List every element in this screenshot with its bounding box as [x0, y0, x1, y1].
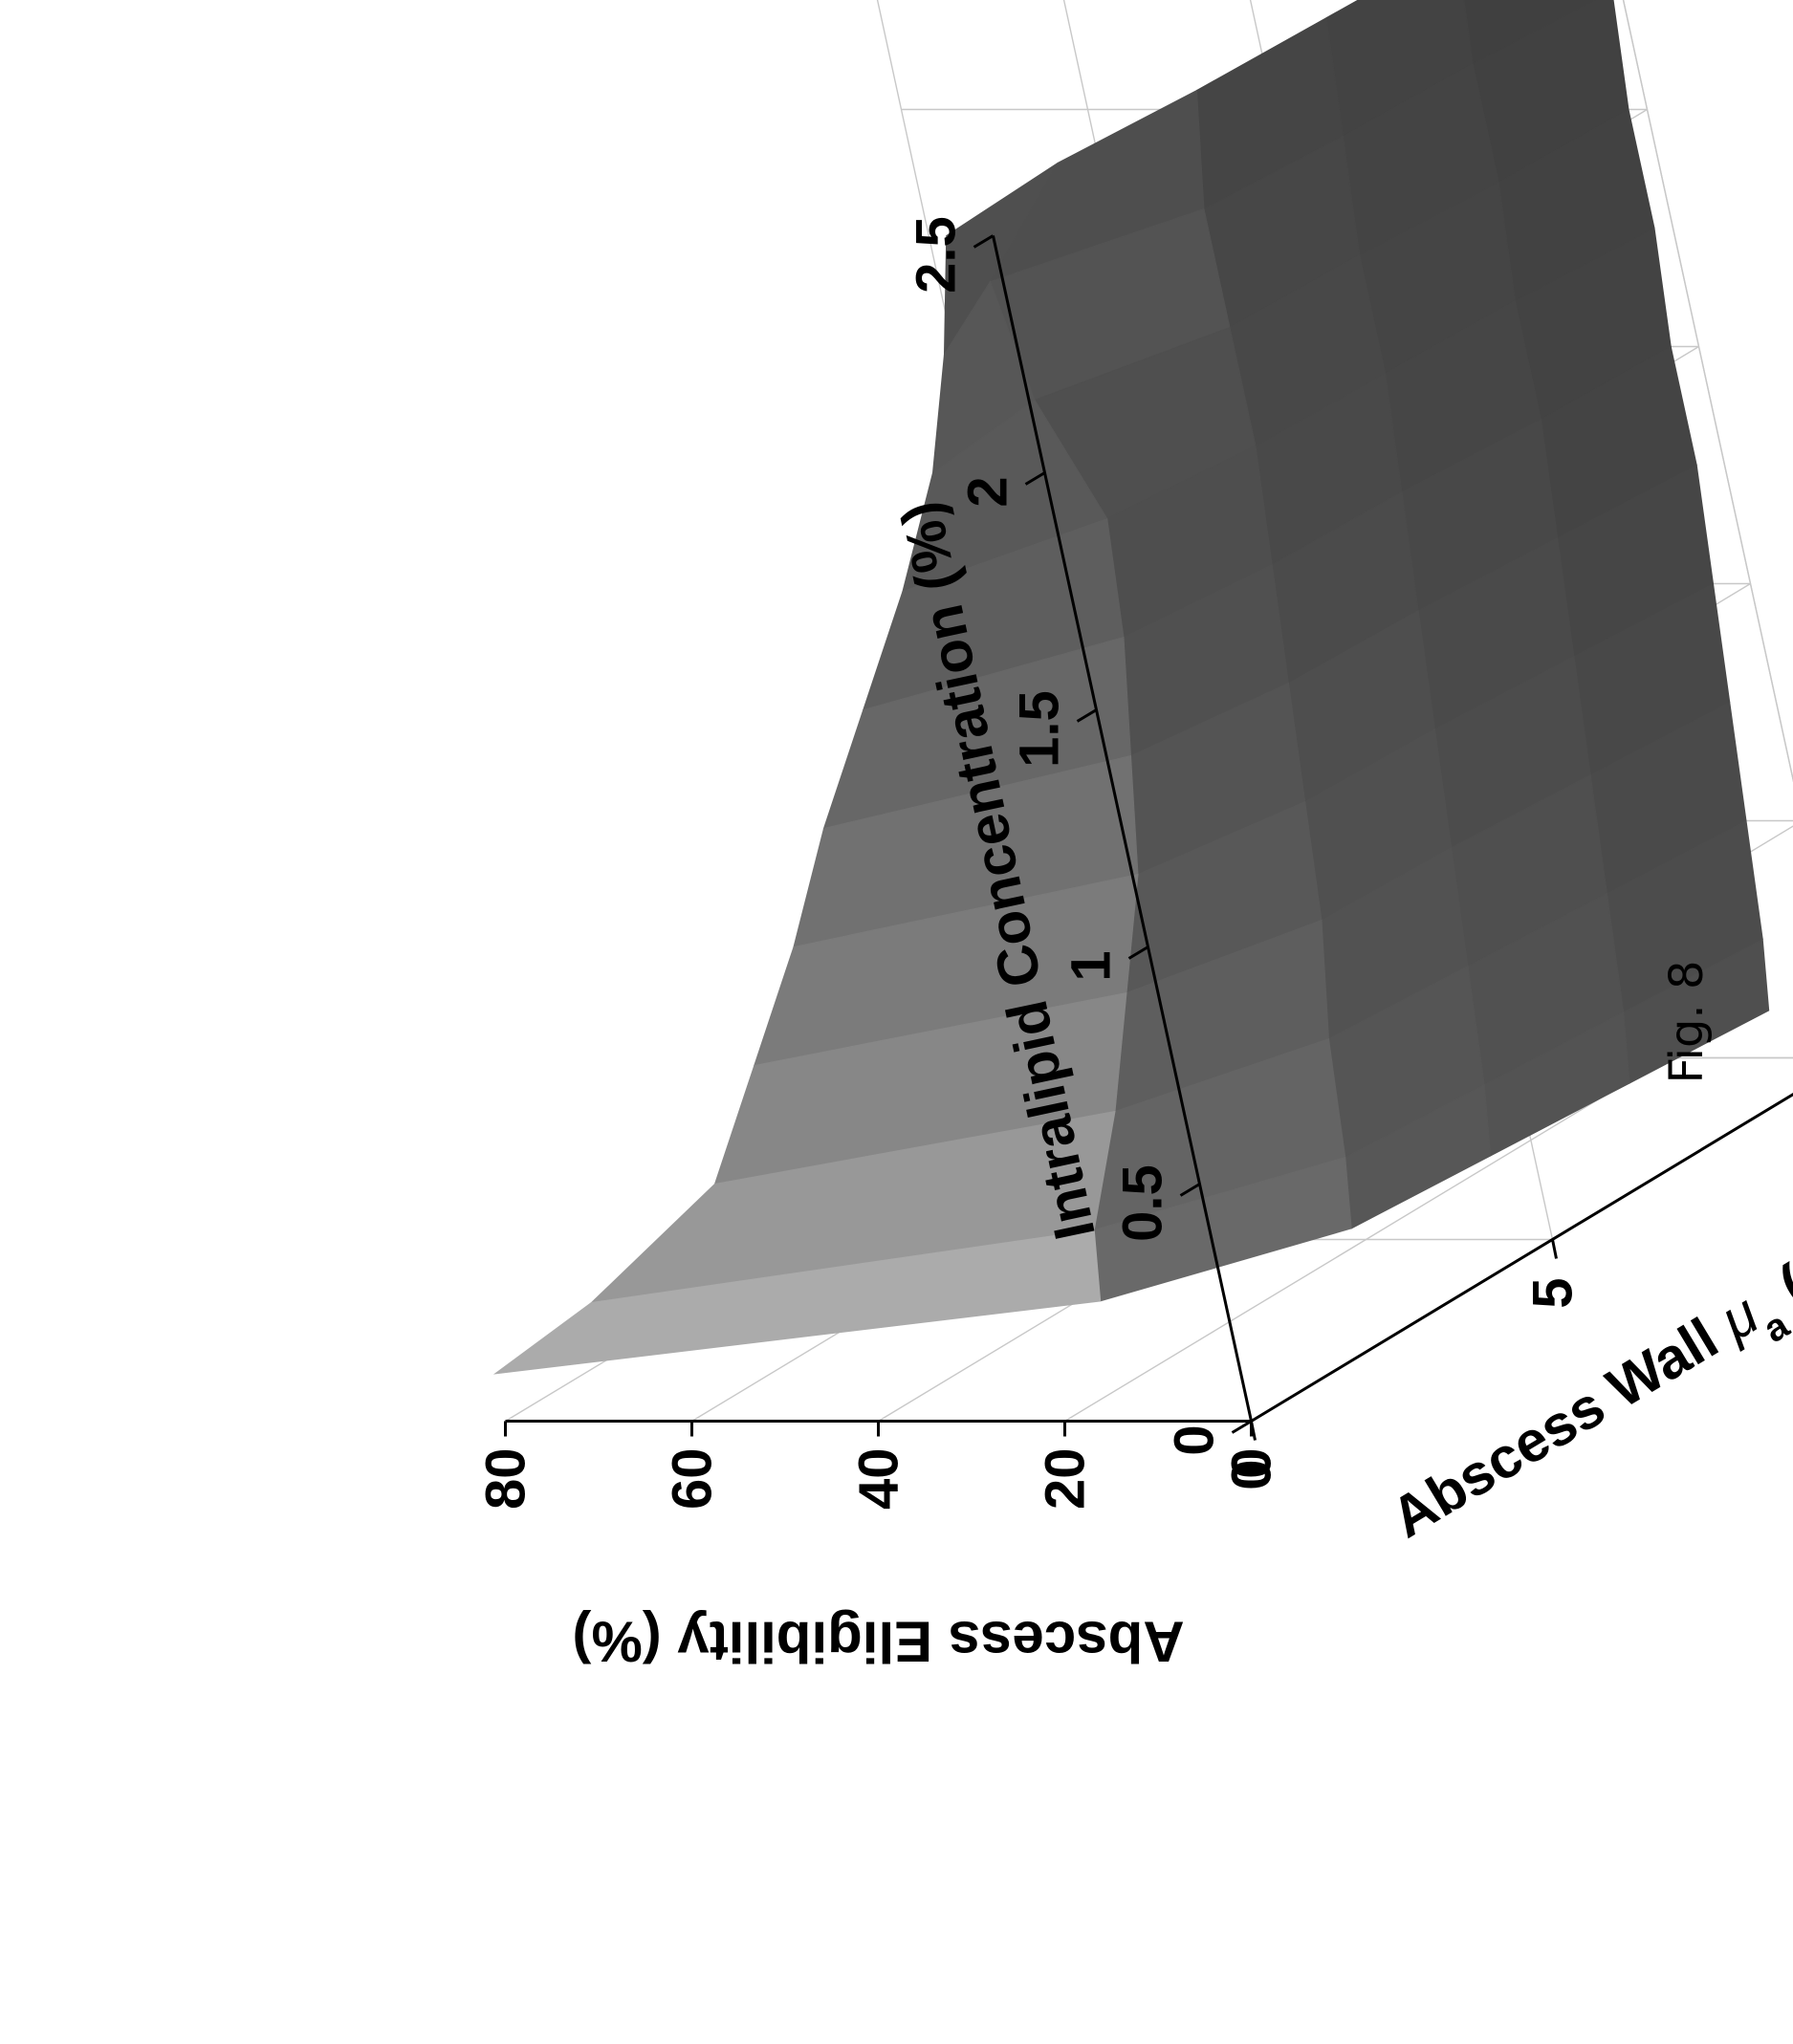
x-axis-line	[992, 235, 1253, 1422]
z-tick-label: 0	[1221, 1448, 1283, 1479]
x-tick-mark	[973, 234, 995, 249]
surface-plot: 00.511.522.50510020406080 Abscess Eligib…	[475, 0, 1793, 1674]
surface-patch	[492, 1229, 1102, 1375]
grid-line-y-floor	[1594, 0, 1793, 1058]
x-tick-mark	[1231, 1420, 1253, 1434]
x-tick-label: 1.5	[1009, 690, 1071, 768]
z-tick-label: 40	[848, 1448, 910, 1511]
x-tick-mark	[1076, 708, 1098, 723]
x-tick-mark	[1024, 471, 1046, 486]
y-tick-label: 5	[1522, 1278, 1585, 1309]
y-axis-label: Abscess Wall μa (cm-1)	[1379, 1180, 1793, 1565]
z-tick-label: 80	[475, 1448, 537, 1511]
z-tick-label: 60	[662, 1448, 724, 1511]
z-tick-label: 20	[1035, 1448, 1097, 1511]
y-tick-mark	[1551, 1239, 1558, 1259]
x-tick-label: 0.5	[1112, 1164, 1174, 1242]
figure-caption: Fig. 8	[1660, 961, 1714, 1084]
x-tick-label: 2.5	[906, 216, 968, 294]
x-tick-label: 1	[1060, 950, 1123, 981]
y-tick-label: 0	[1221, 1460, 1283, 1490]
z-axis-label: Abscess Eligibility (%)	[572, 1610, 1184, 1674]
x-tick-label: 0	[1164, 1424, 1226, 1455]
tick-labels: 00.511.522.50510020406080	[475, 216, 1585, 1511]
x-tick-mark	[1127, 946, 1149, 960]
y-axis-label-main: Abscess Wall	[1380, 1297, 1741, 1550]
x-tick-mark	[1179, 1183, 1201, 1197]
x-tick-label: 2	[957, 476, 1019, 507]
data-surface	[492, 0, 1770, 1375]
